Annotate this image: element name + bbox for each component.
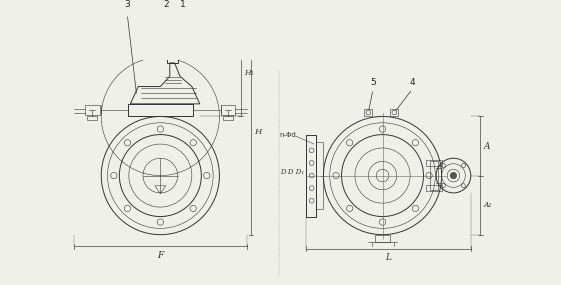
Text: 1: 1 <box>180 0 185 9</box>
Text: A: A <box>484 142 490 150</box>
Bar <box>223 116 233 121</box>
Circle shape <box>450 172 457 179</box>
Text: D D D₁: D D D₁ <box>279 168 304 176</box>
Bar <box>169 31 174 34</box>
Text: 5: 5 <box>370 78 376 87</box>
Text: 2: 2 <box>164 0 169 9</box>
Bar <box>168 34 174 42</box>
Bar <box>87 116 96 121</box>
Bar <box>426 160 442 166</box>
Bar <box>85 105 100 115</box>
Bar <box>164 42 180 46</box>
Bar <box>128 104 192 117</box>
Bar <box>221 105 235 115</box>
Bar <box>167 49 178 63</box>
Text: 4: 4 <box>410 78 415 87</box>
Bar <box>426 185 442 191</box>
Text: H₁: H₁ <box>244 69 254 77</box>
Bar <box>316 142 324 209</box>
Bar <box>390 109 398 117</box>
Bar <box>375 235 390 242</box>
Text: A₁: A₁ <box>484 201 492 209</box>
Text: 3: 3 <box>125 0 130 9</box>
Bar <box>365 109 373 117</box>
Text: n-Φd: n-Φd <box>279 132 296 138</box>
Text: L: L <box>385 253 392 262</box>
Bar <box>430 161 438 190</box>
Text: H: H <box>254 128 261 136</box>
Bar <box>164 46 180 50</box>
Text: F: F <box>157 251 163 260</box>
Bar <box>306 135 316 217</box>
